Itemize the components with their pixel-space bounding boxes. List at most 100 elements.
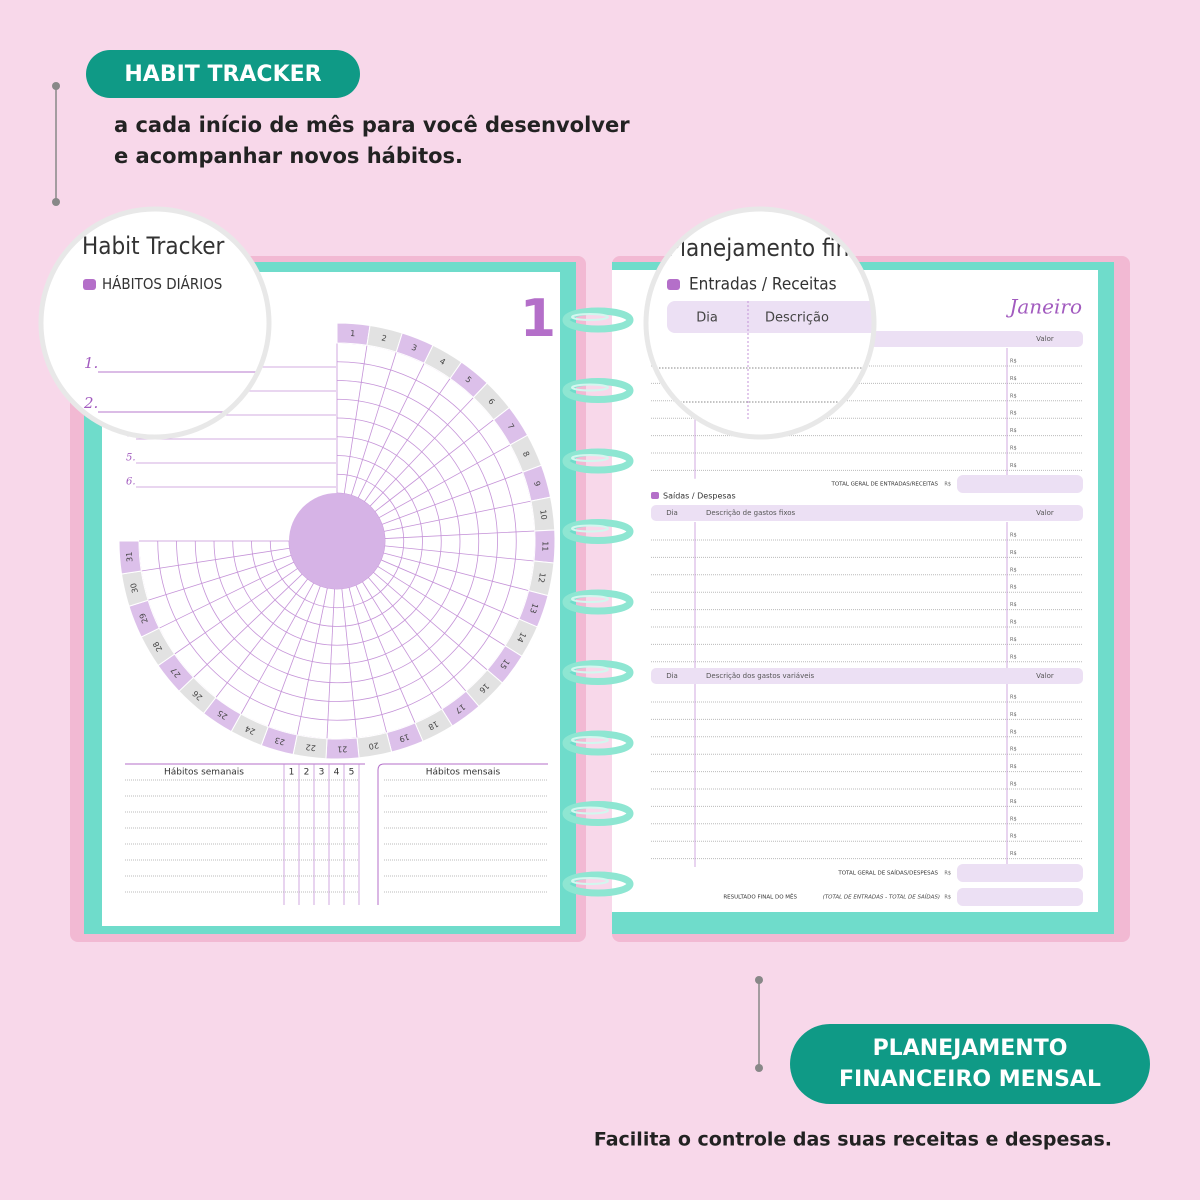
header-label: Dia [696,311,718,326]
ring-shine [571,595,609,603]
day-label: 20 [368,740,380,751]
section-marker [83,279,96,290]
lens-section: Entradas / Receitas [689,274,837,294]
currency: R$ [944,482,951,488]
ring-shine [571,454,609,462]
day-label: 18 [427,719,440,732]
magnifier-right: Planejamento fin Entradas / Receitas Dia De… [643,206,877,440]
callout-text: e acompanhar novos hábitos. [114,144,463,168]
tracker-spoke [364,378,451,502]
ring-shine [571,877,609,885]
ring [562,660,634,685]
badge-text: PLANEJAMENTO [873,1036,1068,1061]
currency: R$ [1010,359,1017,365]
ring [562,730,634,756]
day-label: 28 [151,640,164,653]
day-cell [118,540,142,575]
tracker-spoke [159,561,295,629]
currency: R$ [1010,393,1017,399]
total-label: TOTAL GERAL DE ENTRADAS/RECEITAS [830,482,938,488]
tracker-spoke [373,571,488,671]
day-label: 9 [532,480,542,487]
day-label: 12 [536,572,547,584]
day-label: 21 [337,744,347,753]
day-label: 30 [129,582,140,594]
habit-number: 5. [126,453,136,464]
magnifier-left: Habit Tracker HÁBITOS DIÁRIOS 1. 2. [38,206,272,440]
table-header [651,505,1083,521]
currency: R$ [1010,816,1017,822]
tracker-ring [269,473,405,609]
currency: R$ [1010,533,1017,539]
total-box [957,475,1083,493]
tracker-spoke [383,500,532,532]
badge [86,50,360,98]
currency: R$ [1010,567,1017,573]
notebook [70,256,1130,942]
day-label: 1 [350,329,356,338]
dot [52,198,60,206]
badge [790,1024,1150,1104]
day-label: 7 [506,422,516,431]
ring-shine [571,806,609,815]
currency: R$ [1010,834,1017,840]
habit-number: 6. [126,477,136,488]
header-label: Descrição de gastos fixos [706,509,796,517]
currency: R$ [1010,585,1017,591]
currency: R$ [1010,446,1017,452]
header-label: Descrição dos gastos variáveis [706,672,814,680]
tracker-spoke [374,419,494,512]
header-label: Dia [666,509,678,517]
table-header [667,301,873,333]
day-label: 22 [305,742,316,752]
day-label: 14 [515,631,528,644]
column-label: 2 [304,768,310,778]
tracker-spoke [193,573,303,678]
day-label: 3 [410,343,418,353]
column-label: 3 [319,768,325,778]
currency: R$ [1010,463,1017,469]
tracker-spoke [240,582,315,715]
tracker-spoke [377,566,506,647]
tracker-spoke [381,471,523,525]
day-label: 19 [398,732,411,744]
currency: R$ [1010,799,1017,805]
currency: R$ [1010,376,1017,382]
currency: R$ [1010,747,1017,753]
header-label: Descrição [765,311,829,326]
tracker-spoke [383,552,529,592]
tracker-spoke [355,584,416,724]
header-label: Valor [1036,672,1054,680]
tracker-ring [232,436,442,646]
tracker-spoke [350,351,397,496]
ring [562,801,634,826]
dot [755,976,763,984]
day-label: 24 [244,724,257,736]
currency: R$ [1010,411,1017,417]
tracker-spoke [341,588,358,739]
tracker-spoke [384,545,535,562]
tracker-spoke [141,547,290,572]
currency: R$ [1010,782,1017,788]
tracker-ring [213,417,461,665]
tracker-spoke [174,568,298,655]
section-marker [667,279,680,290]
ring [562,589,634,615]
day-label: 13 [528,602,540,615]
tracker-spoke [267,585,321,727]
lens-content: Planejamento fin Entradas / Receitas Dia De… [647,210,873,436]
day-label: 8 [521,450,531,458]
tracker-spoke [296,587,328,736]
ring [562,307,634,333]
tracker-spoke [147,554,292,601]
total-label: RESULTADO FINAL DO MÊS [723,893,797,901]
rings [562,307,634,897]
header-label: Valor [1036,335,1054,343]
lens-rim [38,206,272,440]
tracker-spoke [326,588,335,739]
currency: R$ [1010,764,1017,770]
ring [562,448,634,474]
day-label: 29 [138,612,150,625]
currency: R$ [1010,620,1017,626]
total-box [957,864,1083,882]
